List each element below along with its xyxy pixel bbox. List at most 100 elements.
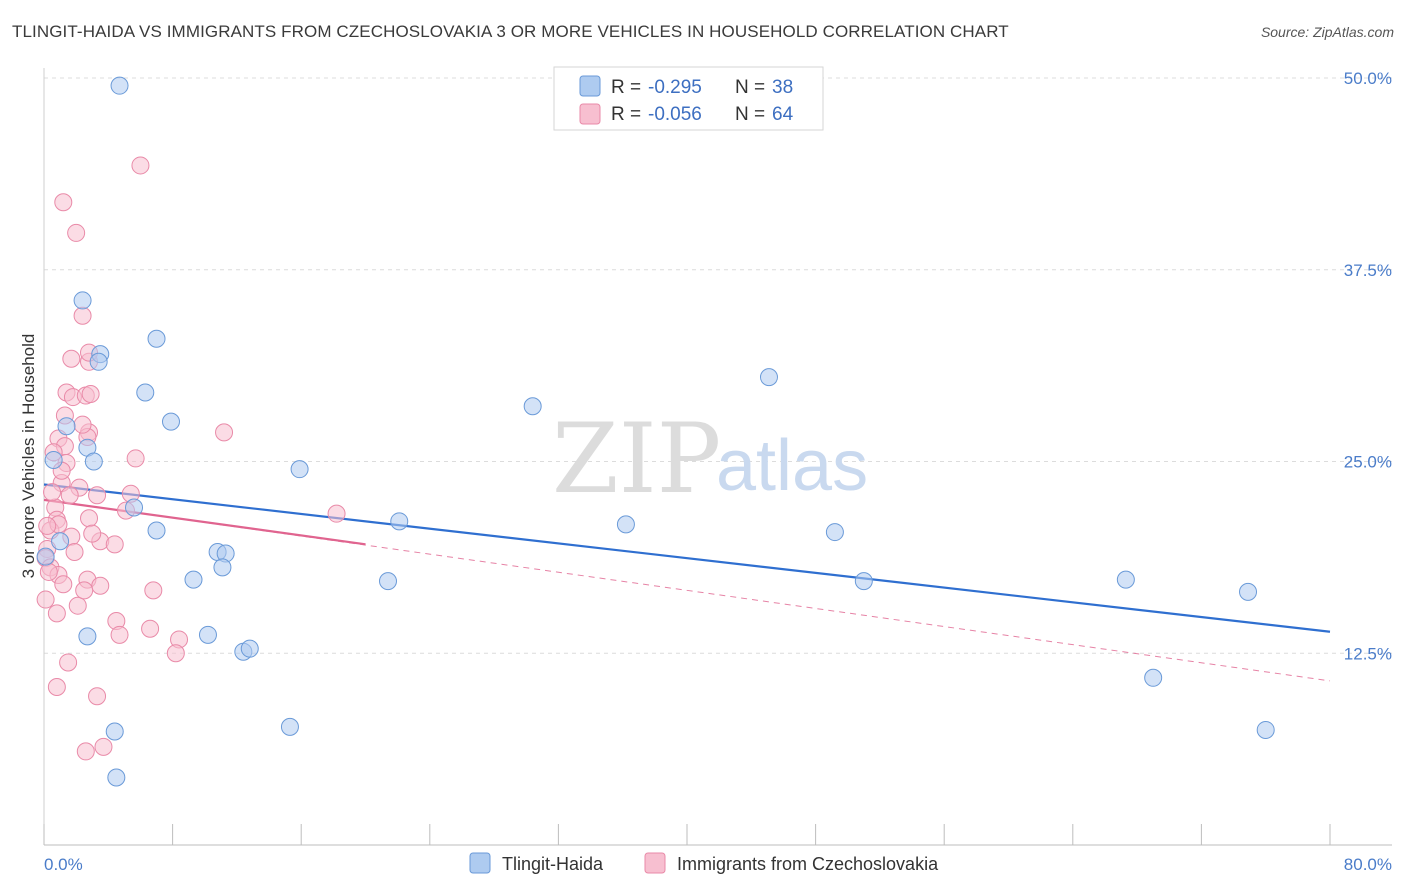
- y-tick-labels: 12.5% 25.0% 37.5% 50.0%: [1344, 69, 1392, 663]
- y-tick-label: 37.5%: [1344, 261, 1392, 280]
- czechoslovakia-point: [126, 449, 145, 468]
- czechoslovakia-point: [94, 737, 113, 756]
- x-tick-label: 0.0%: [44, 855, 83, 874]
- series-tlingit-haida-points: [36, 76, 1275, 787]
- tlingit-haida-point: [240, 639, 259, 658]
- legend-blue-n: 38: [772, 77, 793, 98]
- tlingit-haida-point: [825, 523, 844, 542]
- czechoslovakia-point: [141, 619, 160, 638]
- bottom-legend-blue-swatch: [469, 852, 491, 874]
- legend-pink-n: 64: [772, 104, 794, 125]
- tlingit-haida-point: [184, 570, 203, 589]
- y-axis-label: 3 or more Vehicles in Household: [19, 334, 38, 579]
- legend-blue-r: -0.295: [648, 77, 702, 98]
- tlingit-haida-point: [390, 512, 409, 531]
- y-tick-label: 25.0%: [1344, 453, 1392, 472]
- tlingit-haida-point: [73, 291, 92, 310]
- tlingit-haida-point: [1116, 570, 1135, 589]
- legend-pink-swatch: [579, 103, 601, 125]
- tlingit-haida-trend: [43, 483, 1331, 633]
- bottom-legend-tlingit: Tlingit-Haida: [502, 854, 604, 874]
- czechoslovakia-trend: [43, 498, 366, 546]
- czechoslovakia-point: [215, 423, 234, 442]
- y-tick-label: 12.5%: [1344, 644, 1392, 663]
- tlingit-haida-point: [1256, 720, 1275, 739]
- czechoslovakia-point: [68, 596, 87, 615]
- y-tick-label: 50.0%: [1344, 69, 1392, 88]
- axes: [43, 68, 1392, 846]
- tlingit-haida-point: [136, 383, 155, 402]
- czechoslovakia-point: [73, 415, 92, 434]
- czechoslovakia-point: [67, 223, 86, 242]
- watermark: ZIP atlas: [552, 403, 868, 515]
- czechoslovakia-point: [60, 486, 79, 505]
- tlingit-haida-point: [147, 329, 166, 348]
- legend-pink-r: -0.056: [648, 104, 702, 125]
- tlingit-haida-point: [1144, 668, 1163, 687]
- czechoslovakia-point: [59, 653, 78, 672]
- correlation-legend: R = -0.295 N = 38 R = -0.056 N = 64: [553, 66, 824, 131]
- czechoslovakia-point: [43, 483, 62, 502]
- czechoslovakia-trend-extended: [43, 499, 1331, 682]
- czechoslovakia-point: [166, 644, 185, 663]
- czechoslovakia-point: [88, 687, 107, 706]
- tlingit-haida-point: [280, 717, 299, 736]
- tlingit-haida-point: [290, 460, 309, 479]
- czechoslovakia-point: [105, 535, 124, 554]
- watermark-atlas: atlas: [716, 426, 868, 506]
- czechoslovakia-point: [91, 576, 110, 595]
- tlingit-haida-point: [36, 547, 55, 566]
- tlingit-haida-point: [379, 572, 398, 591]
- legend-r-label: R =: [611, 104, 641, 125]
- watermark-zip: ZIP: [552, 403, 721, 515]
- czechoslovakia-point: [75, 581, 94, 600]
- grid-lines: [44, 77, 1392, 654]
- legend-blue-swatch: [579, 75, 601, 97]
- tlingit-haida-point: [854, 572, 873, 591]
- czechoslovakia-point: [36, 590, 55, 609]
- czechoslovakia-point: [144, 581, 163, 600]
- tlingit-haida-point: [759, 368, 778, 387]
- tlingit-haida-point: [107, 768, 126, 787]
- czechoslovakia-point: [38, 516, 57, 535]
- tlingit-haida-point: [523, 397, 542, 416]
- tlingit-haida-point: [147, 521, 166, 540]
- czechoslovakia-point: [62, 349, 81, 368]
- tlingit-haida-point: [89, 352, 108, 371]
- czechoslovakia-point: [327, 504, 346, 523]
- tlingit-haida-point: [616, 515, 635, 534]
- czechoslovakia-point: [54, 575, 73, 594]
- czechoslovakia-point: [83, 524, 102, 543]
- czechoslovakia-point: [110, 625, 129, 644]
- legend-n-label: N =: [735, 104, 765, 125]
- tlingit-haida-point: [84, 452, 103, 471]
- czechoslovakia-point: [47, 677, 66, 696]
- tlingit-haida-point: [161, 412, 180, 431]
- x-tick-label: 80.0%: [1344, 855, 1392, 874]
- tlingit-haida-point: [44, 450, 63, 469]
- tlingit-haida-point: [78, 627, 97, 646]
- tlingit-haida-point: [110, 76, 129, 95]
- czechoslovakia-point: [131, 156, 150, 175]
- czechoslovakia-point: [80, 509, 99, 528]
- czechoslovakia-point: [65, 543, 84, 562]
- chart-title: TLINGIT-HAIDA VS IMMIGRANTS FROM CZECHOS…: [12, 22, 1009, 41]
- tlingit-haida-point: [125, 498, 144, 517]
- czechoslovakia-point: [76, 742, 95, 761]
- series-czechoslovakia-points: [36, 156, 346, 761]
- tlingit-haida-point: [105, 722, 124, 741]
- x-tick-labels: 0.0% 80.0%: [44, 855, 1392, 874]
- legend-r-label: R =: [611, 77, 641, 98]
- bottom-legend-pink-swatch: [644, 852, 666, 874]
- czechoslovakia-point: [73, 306, 92, 325]
- bottom-legend-czechoslovakia: Immigrants from Czechoslovakia: [677, 854, 939, 874]
- czechoslovakia-point: [47, 604, 66, 623]
- czechoslovakia-point: [88, 486, 107, 505]
- tlingit-haida-point: [213, 558, 232, 577]
- tlingit-haida-point: [57, 417, 76, 436]
- czechoslovakia-point: [81, 385, 100, 404]
- legend-n-label: N =: [735, 77, 765, 98]
- trend-lines: [43, 483, 1331, 682]
- tlingit-haida-point: [1239, 582, 1258, 601]
